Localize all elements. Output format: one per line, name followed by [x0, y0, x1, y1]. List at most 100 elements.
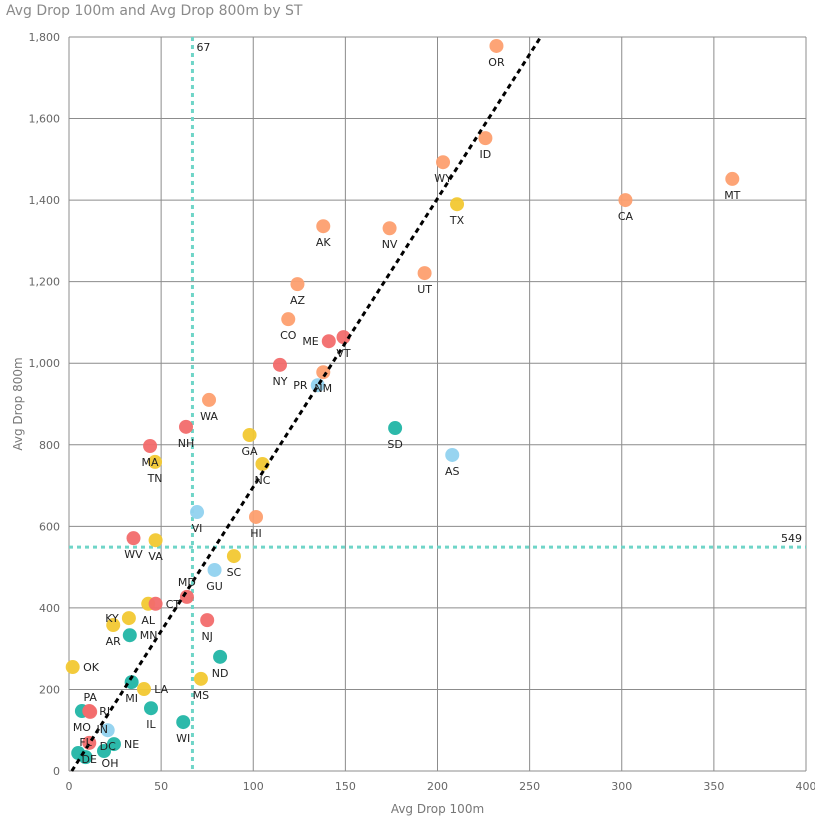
data-point-ak [316, 219, 331, 234]
data-label-pa: PA [83, 691, 97, 704]
data-label-wa: WA [200, 410, 218, 423]
data-point-dc [100, 723, 115, 738]
data-label-ut: UT [417, 283, 432, 296]
y-tick-label: 800 [39, 439, 60, 452]
data-label-vt: VT [336, 347, 351, 360]
data-point-pa [83, 704, 98, 719]
data-label-nm: NM [314, 382, 332, 395]
data-point-nh [178, 419, 193, 434]
data-point-tx [450, 197, 465, 212]
data-point-ca [618, 193, 633, 208]
data-label-de: DE [82, 753, 97, 766]
data-label-ky: KY [105, 612, 119, 625]
data-label-me: ME [302, 335, 318, 348]
data-point-gu [207, 562, 222, 577]
data-point-or [489, 38, 504, 53]
data-label-ca: CA [618, 210, 634, 223]
data-point-ok [65, 660, 80, 675]
data-label-mo: MO [73, 721, 91, 734]
y-tick-label: 200 [39, 683, 60, 696]
data-label-or: OR [488, 56, 505, 69]
data-label-mt: MT [724, 189, 740, 202]
x-tick-label: 250 [519, 780, 540, 793]
x-tick-label: 0 [66, 780, 73, 793]
data-label-il: IL [146, 718, 156, 731]
data-label-ny: NY [272, 375, 287, 388]
data-point-co [281, 312, 296, 327]
x-tick-label: 400 [796, 780, 815, 793]
data-point-hi [249, 509, 264, 524]
x-axis-title: Avg Drop 100m [391, 802, 484, 816]
x-tick-label: 200 [427, 780, 448, 793]
data-point-id [478, 131, 493, 146]
y-tick-label: 0 [53, 765, 60, 778]
data-label-ar: AR [106, 635, 122, 648]
y-tick-label: 1,000 [29, 357, 61, 370]
data-label-gu: GU [206, 580, 223, 593]
data-label-md: MD [178, 576, 196, 589]
x-tick-label: 50 [154, 780, 168, 793]
data-label-id: ID [480, 148, 492, 161]
data-point-sd [388, 421, 403, 436]
data-point-wv [126, 531, 141, 546]
data-point-ar [106, 618, 121, 633]
data-point-ga [242, 427, 257, 442]
data-label-wi: WI [176, 732, 190, 745]
data-point-ct [148, 596, 163, 611]
data-label-nd: ND [212, 667, 229, 680]
data-label-co: CO [280, 329, 297, 342]
data-label-fl: FL [79, 736, 92, 749]
data-label-tx: TX [449, 214, 465, 227]
data-point-tn [148, 454, 163, 469]
data-label-ne: NE [124, 738, 139, 751]
data-label-az: AZ [290, 294, 306, 307]
data-label-dc: DC [100, 740, 116, 753]
data-point-az [290, 277, 305, 292]
data-point-va [148, 533, 163, 548]
data-point-in [71, 746, 86, 761]
x-tick-label: 100 [243, 780, 264, 793]
data-label-vi: VI [192, 522, 203, 535]
data-point-ky [121, 611, 136, 626]
trend-line [70, 36, 542, 772]
data-label-oh: OH [102, 757, 119, 770]
data-point-wi [176, 715, 191, 730]
y-tick-label: 1,200 [29, 276, 61, 289]
data-point-wy [436, 155, 451, 170]
chart-title: Avg Drop 100m and Avg Drop 800m by ST [6, 3, 303, 19]
data-point-nd [213, 649, 228, 664]
y-tick-label: 1,800 [29, 31, 61, 44]
x-tick-label: 350 [703, 780, 724, 793]
data-point-vt [336, 330, 351, 345]
data-point-la [136, 682, 151, 697]
data-label-va: VA [148, 550, 163, 563]
data-point-ma [143, 439, 158, 454]
data-label-mn: MN [140, 629, 158, 642]
y-reference-label: 549 [781, 532, 802, 545]
data-label-la: LA [154, 683, 168, 696]
data-label-ma: MA [142, 456, 159, 469]
data-point-wa [202, 392, 217, 407]
data-point-ne [106, 737, 121, 752]
data-label-ak: AK [316, 236, 332, 249]
data-label-wy: WY [434, 172, 452, 185]
data-label-ga: GA [242, 445, 259, 458]
data-point-nj [200, 613, 215, 628]
data-label-al: AL [141, 614, 156, 627]
data-label-in: IN [96, 723, 107, 736]
data-label-sd: SD [387, 438, 402, 451]
y-axis-title: Avg Drop 800m [11, 357, 25, 450]
data-point-mn [122, 628, 137, 643]
data-point-mt [725, 171, 740, 186]
data-label-ri: RI [99, 705, 110, 718]
data-label-nv: NV [382, 238, 398, 251]
data-label-nh: NH [178, 437, 195, 450]
data-label-nj: NJ [201, 630, 212, 643]
data-label-mi: MI [125, 692, 138, 705]
data-label-pr: PR [293, 379, 308, 392]
data-point-md [179, 589, 194, 604]
x-tick-label: 300 [611, 780, 632, 793]
y-tick-label: 1,600 [29, 113, 61, 126]
data-point-ny [272, 357, 287, 372]
